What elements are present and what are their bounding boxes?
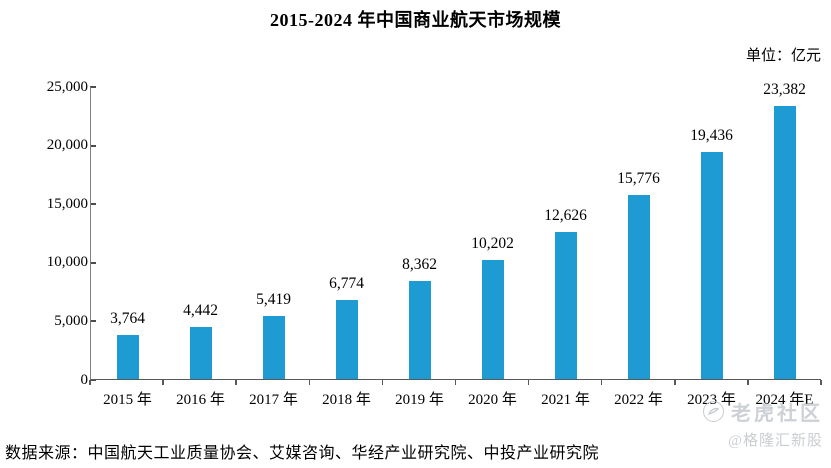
- bar-value-label: 5,419: [256, 290, 291, 308]
- unit-label: 单位：亿元: [745, 48, 821, 64]
- bars-container: 3,764 2015 年 4,442 2016 年 5,419 2017 年 6,774 20…: [91, 81, 821, 408]
- y-tick-mark: [90, 203, 96, 206]
- chart-title: 2015-2024 年中国商业航天市场规模: [270, 10, 561, 30]
- x-category-label: 2020 年: [468, 392, 517, 408]
- x-tick-mark: [162, 380, 164, 385]
- bar-slot: 8,362 2019 年: [383, 87, 456, 408]
- x-tick-mark: [747, 380, 749, 385]
- bar: [335, 299, 358, 379]
- bar-value-label: 8,362: [402, 256, 437, 274]
- bar-value-label: 10,202: [471, 234, 514, 252]
- bar-value-label: 23,382: [763, 80, 806, 98]
- x-category-label: 2019 年: [395, 392, 444, 408]
- bar: [189, 327, 212, 379]
- bar: [554, 231, 577, 379]
- bar-value-label: 15,776: [617, 169, 660, 187]
- bar-slot: 4,442 2016 年: [164, 87, 237, 408]
- y-tick-label: 15,000: [46, 195, 88, 212]
- bar: [262, 315, 285, 379]
- bar-slot: 19,436 2023 年: [675, 87, 748, 408]
- watermark: 老虎社区 @格隆汇新股: [703, 397, 823, 450]
- y-tick-label: 25,000: [46, 78, 88, 95]
- bar-value-label: 4,442: [183, 302, 218, 320]
- x-category-label: 2018 年: [322, 392, 371, 408]
- bar: [481, 259, 504, 379]
- y-tick-mark: [90, 320, 96, 323]
- x-category-label: 2017 年: [249, 392, 298, 408]
- x-tick-mark: [381, 380, 384, 385]
- bar-slot: 10,202 2020 年: [456, 87, 529, 408]
- bar-slot: 5,419 2017 年: [237, 87, 310, 408]
- y-tick-label: 0: [80, 371, 89, 388]
- x-category-label: 2015 年: [103, 392, 152, 408]
- bar: [627, 194, 650, 379]
- bar: [116, 335, 139, 379]
- bar-value-label: 3,764: [110, 310, 145, 328]
- bar-slot: 3,764 2015 年: [91, 87, 164, 408]
- source-note: 数据来源：中国航天工业质量协会、艾媒咨询、华经产业研究院、中投产业研究院: [5, 445, 600, 462]
- bar-slot: 23,382 2024 年E: [748, 81, 821, 408]
- watermark-brand: 老虎社区: [731, 403, 823, 425]
- watermark-handle: @格隆汇新股: [728, 433, 823, 449]
- y-tick-mark: [90, 379, 96, 381]
- bar: [773, 105, 796, 379]
- x-tick-mark: [454, 380, 457, 385]
- tiger-logo-icon: [703, 401, 724, 422]
- x-tick-mark: [308, 380, 311, 385]
- x-category-label: 2023 年: [687, 392, 736, 408]
- x-category-label: 2021 年: [541, 392, 590, 408]
- bar: [700, 152, 723, 379]
- x-tick-mark: [235, 380, 237, 385]
- bar-slot: 6,774 2018 年: [310, 87, 383, 408]
- bar-value-label: 6,774: [329, 274, 364, 292]
- bar-slot: 12,626 2021 年: [529, 87, 602, 408]
- watermark-row: 老虎社区: [703, 397, 823, 426]
- bar-value-label: 19,436: [690, 127, 733, 144]
- x-category-label: 2024 年E: [755, 392, 814, 408]
- y-tick-label: 5,000: [54, 312, 88, 329]
- x-tick-mark: [600, 380, 603, 385]
- bar-value-label: 12,626: [544, 206, 587, 224]
- bar-slot: 15,776 2022 年: [602, 87, 675, 408]
- x-tick-mark: [527, 380, 530, 385]
- x-category-label: 2022 年: [614, 392, 663, 408]
- x-tick-mark: [674, 380, 676, 385]
- x-category-label: 2016 年: [176, 392, 225, 408]
- y-tick-mark: [90, 86, 96, 88]
- x-tick-mark: [820, 380, 822, 385]
- bar: [408, 281, 431, 379]
- y-tick-label: 20,000: [46, 137, 88, 154]
- y-tick-mark: [90, 261, 96, 264]
- plot-area: 3,764 2015 年 4,442 2016 年 5,419 2017 年 6,774 20…: [90, 81, 821, 408]
- y-tick-mark: [90, 144, 96, 147]
- x-tick-mark: [89, 380, 91, 385]
- y-tick-label: 10,000: [46, 254, 88, 271]
